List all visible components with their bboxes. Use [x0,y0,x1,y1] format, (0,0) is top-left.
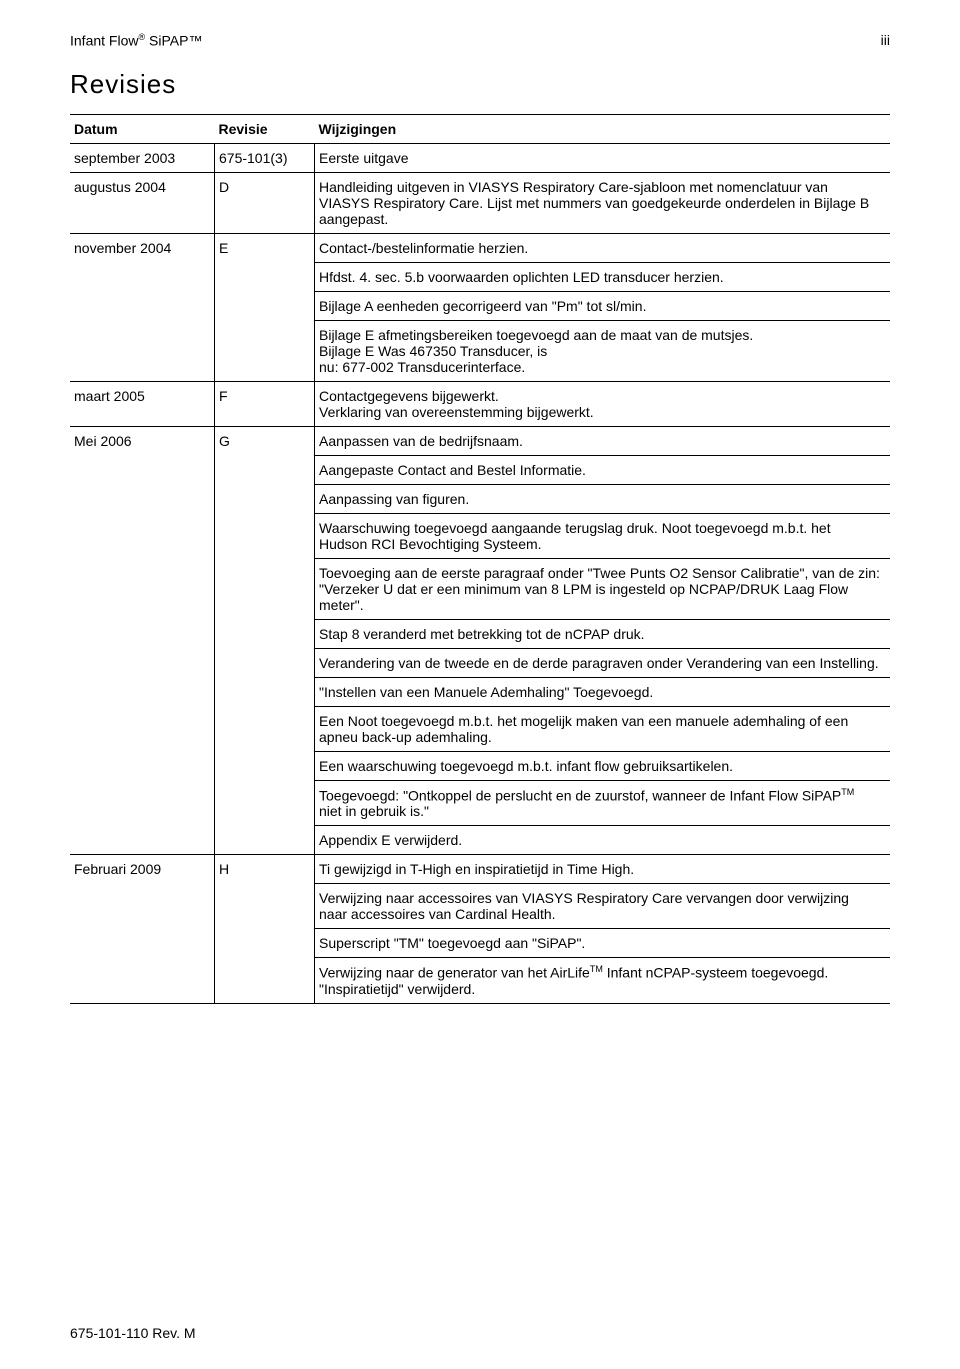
cell-change: Aanpassen van de bedrijfsnaam. [315,426,891,455]
cell-change: Aanpassing van figuren. [315,484,891,513]
cell-change: Stap 8 veranderd met betrekking tot de n… [315,619,891,648]
col-date: Datum [70,114,215,143]
col-changes: Wijzigingen [315,114,891,143]
cell-change: Bijlage A eenheden gecorrigeerd van "Pm"… [315,291,891,320]
table-row: maart 2005FContactgegevens bijgewerkt.Ve… [70,381,890,426]
cell-change: "Instellen van een Manuele Ademhaling" T… [315,677,891,706]
cell-revision: G [215,426,315,855]
cell-change: Hfdst. 4. sec. 5.b voorwaarden oplichten… [315,262,891,291]
col-rev: Revisie [215,114,315,143]
revisions-table: Datum Revisie Wijzigingen september 2003… [70,114,890,1004]
cell-change: Toegevoegd: "Ontkoppel de perslucht en d… [315,780,891,826]
table-body: september 2003675-101(3)Eerste uitgaveau… [70,143,890,1003]
product-suffix: SiPAP™ [145,33,202,49]
page-number: iii [881,32,890,49]
cell-change: Aangepaste Contact and Bestel Informatie… [315,455,891,484]
cell-change: Contactgegevens bijgewerkt.Verklaring va… [315,381,891,426]
cell-change: Verwijzing naar accessoires van VIASYS R… [315,884,891,929]
cell-change: Eerste uitgave [315,143,891,172]
cell-date: september 2003 [70,143,215,172]
cell-change: Waarschuwing toegevoegd aangaande terugs… [315,513,891,558]
table-row: Februari 2009HTi gewijzigd in T-High en … [70,855,890,884]
cell-change: Appendix E verwijderd. [315,826,891,855]
page-header: Infant Flow® SiPAP™ iii [70,32,890,49]
cell-date: november 2004 [70,233,215,381]
product-title: Infant Flow® SiPAP™ [70,32,202,49]
cell-change: Bijlage E afmetingsbereiken toegevoegd a… [315,320,891,381]
table-row: augustus 2004DHandleiding uitgeven in VI… [70,172,890,233]
cell-change: Superscript "TM" toegevoegd aan "SiPAP". [315,929,891,958]
table-row: Mei 2006GAanpassen van de bedrijfsnaam. [70,426,890,455]
cell-date: Mei 2006 [70,426,215,855]
table-row: november 2004EContact-/bestelinformatie … [70,233,890,262]
section-title: Revisies [70,69,890,100]
table-header-row: Datum Revisie Wijzigingen [70,114,890,143]
cell-change: Een waarschuwing toegevoegd m.b.t. infan… [315,751,891,780]
cell-date: Februari 2009 [70,855,215,1004]
product-prefix: Infant Flow [70,33,138,49]
cell-date: maart 2005 [70,381,215,426]
cell-change: Verwijzing naar de generator van het Air… [315,958,891,1004]
cell-revision: D [215,172,315,233]
page: Infant Flow® SiPAP™ iii Revisies Datum R… [0,0,960,1369]
cell-revision: E [215,233,315,381]
cell-change: Verandering van de tweede en de derde pa… [315,648,891,677]
cell-change: Een Noot toegevoegd m.b.t. het mogelijk … [315,706,891,751]
cell-change: Toevoeging aan de eerste paragraaf onder… [315,558,891,619]
table-row: september 2003675-101(3)Eerste uitgave [70,143,890,172]
cell-change: Handleiding uitgeven in VIASYS Respirato… [315,172,891,233]
cell-revision: 675-101(3) [215,143,315,172]
cell-revision: F [215,381,315,426]
page-footer: 675-101-110 Rev. M [70,1325,196,1341]
cell-revision: H [215,855,315,1004]
cell-date: augustus 2004 [70,172,215,233]
cell-change: Contact-/bestelinformatie herzien. [315,233,891,262]
cell-change: Ti gewijzigd in T-High en inspiratietijd… [315,855,891,884]
